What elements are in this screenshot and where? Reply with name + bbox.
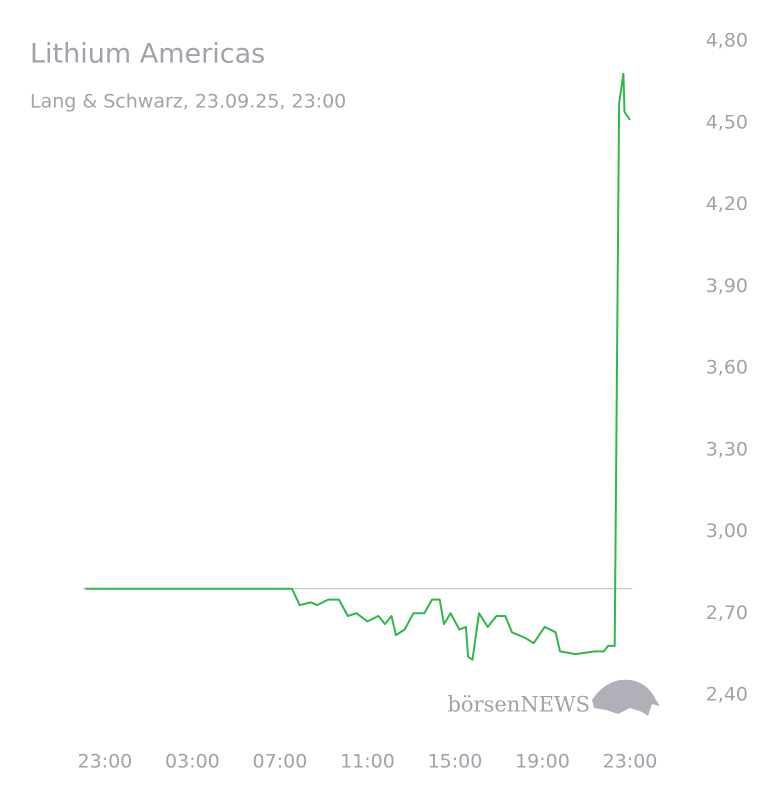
chart-subtitle: Lang & Schwarz, 23.09.25, 23:00 [30, 91, 346, 113]
y-tick-label: 2,70 [706, 602, 748, 624]
x-tick-label: 19:00 [515, 751, 570, 773]
x-tick-label: 23:00 [77, 751, 132, 773]
x-tick-label: 11:00 [340, 751, 395, 773]
price-line [85, 72, 631, 661]
y-tick-label: 3,00 [706, 520, 748, 542]
bull-logo [592, 679, 660, 716]
y-tick-label: 3,60 [706, 357, 748, 379]
y-tick-label: 3,90 [706, 275, 748, 297]
chart-title: Lithium Americas [30, 39, 265, 70]
watermark: börsenNEWS [447, 693, 590, 717]
y-tick-label: 3,30 [706, 438, 748, 460]
x-tick-label: 03:00 [165, 751, 220, 773]
x-tick-label: 15:00 [428, 751, 483, 773]
x-tick-label: 07:00 [253, 751, 308, 773]
y-tick-label: 4,20 [706, 193, 748, 215]
y-tick-label: 4,80 [706, 30, 748, 52]
y-tick-label: 2,40 [706, 684, 748, 706]
y-tick-label: 4,50 [706, 111, 748, 133]
x-tick-label: 23:00 [603, 751, 658, 773]
